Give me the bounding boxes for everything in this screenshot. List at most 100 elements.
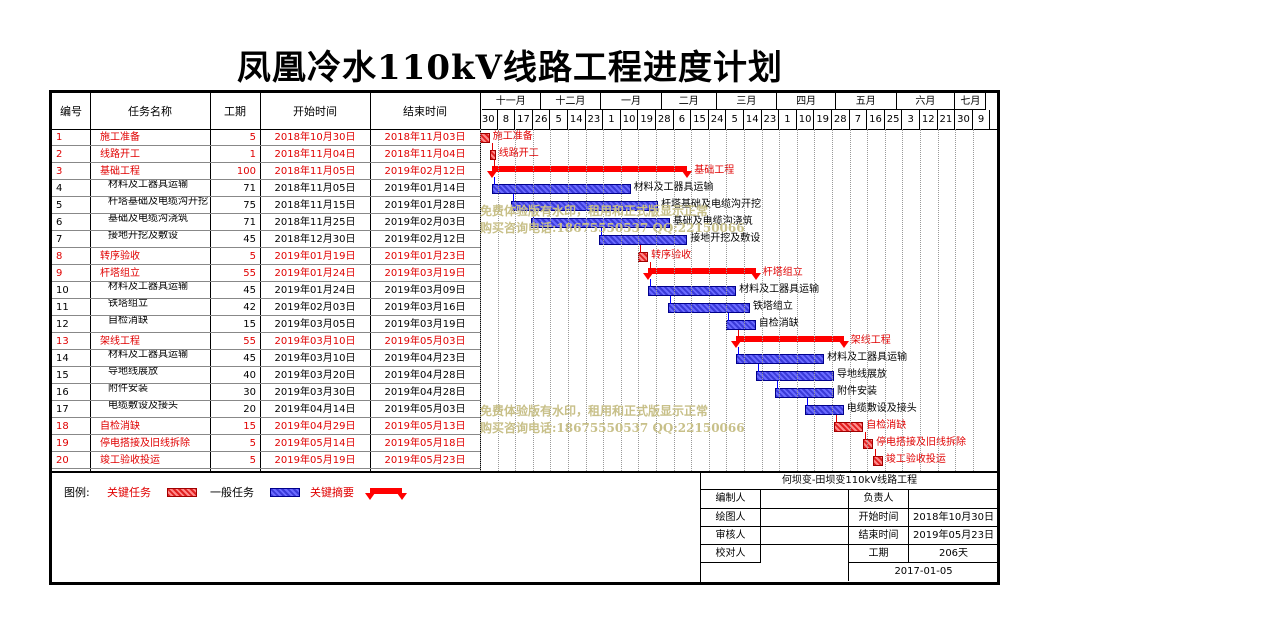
task-duration: 15 — [243, 319, 256, 330]
page-title: 凤凰冷水110kV线路工程进度计划 — [237, 48, 783, 88]
signoff-drafter: 绘图人 — [701, 509, 761, 527]
task-end: 2019年05月18日 — [384, 438, 466, 449]
dependency-link — [513, 194, 515, 202]
task-end: 2019年02月12日 — [384, 234, 466, 245]
gantt-bar-normal — [599, 235, 688, 245]
timeline-month: 五月 — [835, 93, 897, 110]
task-name: 材料及工器具运输 — [108, 282, 188, 292]
legend: 图例: 关键任务 一般任务 关键摘要 — [52, 471, 997, 582]
task-end: 2019年03月19日 — [384, 319, 466, 330]
task-id: 19 — [56, 438, 69, 449]
timeline-month: 三月 — [716, 93, 778, 110]
timeline-day: 3 — [902, 110, 920, 129]
task-end: 2019年05月03日 — [384, 336, 466, 347]
timeline-month: 十二月 — [540, 93, 602, 110]
gantt-bar-label: 电缆敷设及接头 — [846, 403, 917, 414]
task-name: 附件安装 — [108, 384, 148, 394]
task-end: 2019年05月23日 — [384, 455, 466, 466]
task-name: 自检消缺 — [100, 421, 140, 432]
task-id: 1 — [56, 132, 63, 143]
task-name: 接地开挖及敷设 — [108, 231, 178, 241]
task-start: 2019年02月03日 — [274, 302, 356, 313]
dependency-link — [875, 449, 877, 457]
task-name: 自检消缺 — [108, 316, 148, 326]
legend-normal-label: 一般任务 — [210, 486, 254, 499]
dependency-link — [493, 160, 495, 168]
gantt-bar-label: 自检消缺 — [758, 318, 799, 329]
dependency-link — [493, 177, 495, 185]
signoff-start-label: 开始时间 — [849, 509, 909, 527]
gantt-bar-label: 竣工验收投运 — [885, 454, 946, 465]
gantt-bar-label: 材料及工器具运输 — [739, 284, 820, 295]
gantt-bar-crit — [873, 456, 883, 466]
task-end: 2019年02月12日 — [384, 166, 466, 177]
task-start: 2019年01月24日 — [274, 285, 356, 296]
timeline-day: 16 — [867, 110, 885, 129]
task-start: 2018年11月05日 — [274, 183, 356, 194]
task-id: 16 — [56, 387, 69, 398]
dependency-link — [669, 296, 671, 304]
gantt-bar-crit — [638, 252, 649, 262]
timeline-month: 六月 — [896, 93, 956, 110]
signoff-start-value: 2018年10月30日 — [909, 509, 998, 527]
task-duration: 100 — [236, 166, 256, 177]
signoff-compiler: 编制人 — [701, 490, 761, 509]
timeline-day: 24 — [709, 110, 727, 129]
task-id: 13 — [56, 336, 69, 347]
timeline-day: 5 — [726, 110, 744, 129]
gantt-bar-normal — [667, 303, 750, 313]
gantt-bar-sum — [643, 268, 761, 280]
task-name: 铁塔组立 — [108, 299, 148, 309]
task-start: 2019年03月10日 — [274, 353, 356, 364]
task-name: 基础及电缆沟浇筑 — [108, 214, 188, 224]
task-end: 2019年03月09日 — [384, 285, 466, 296]
legend-sum-swatch — [365, 488, 407, 500]
col-header-duration: 工期 — [224, 105, 246, 118]
timeline-day: 30 — [480, 110, 498, 129]
gantt-frame: 编号 任务名称 工期 开始时间 结束时间 1 施工准备 5 2018年10月30日 20… — [49, 90, 1000, 585]
task-end: 2018年11月03日 — [384, 132, 466, 143]
task-id: 5 — [56, 200, 63, 211]
dependency-link — [806, 398, 808, 406]
task-id: 2 — [56, 149, 63, 160]
timeline-day: 5 — [550, 110, 568, 129]
task-name: 材料及工器具运输 — [108, 350, 188, 360]
col-header-start: 开始时间 — [293, 105, 337, 118]
signoff-duration-label: 工期 — [849, 545, 909, 563]
task-duration: 42 — [243, 302, 256, 313]
gantt-bar-crit — [489, 150, 496, 160]
gantt-bar-normal — [726, 320, 756, 330]
task-id: 6 — [56, 217, 63, 228]
task-start: 2019年04月14日 — [274, 404, 356, 415]
gantt-bar-label: 自检消缺 — [866, 420, 907, 431]
task-end: 2019年01月23日 — [384, 251, 466, 262]
dependency-link — [601, 228, 603, 236]
legend-sum-label: 关键摘要 — [310, 486, 354, 499]
gantt-bar-crit — [833, 422, 864, 432]
gantt-bar-label: 杆塔基础及电缆沟开挖 — [660, 199, 761, 210]
task-name: 架线工程 — [100, 336, 140, 347]
gantt-bar-normal — [755, 371, 834, 381]
task-name: 停电搭接及旧线拆除 — [100, 438, 190, 449]
task-duration: 40 — [243, 370, 256, 381]
task-end: 2019年03月19日 — [384, 268, 466, 279]
timeline-day: 8 — [498, 110, 516, 129]
dependency-link — [865, 432, 867, 440]
gantt-bar-label: 线路开工 — [498, 148, 539, 159]
timeline-month: 七月 — [955, 93, 987, 110]
timeline-day: 10 — [797, 110, 815, 129]
task-duration: 71 — [243, 183, 256, 194]
signoff-end-value: 2019年05月23日 — [909, 527, 998, 545]
watermark-line2: 购买咨询电话:18675550537 QQ:22150066 — [480, 421, 745, 435]
task-duration: 5 — [249, 251, 256, 262]
task-start: 2019年03月30日 — [274, 387, 356, 398]
task-start: 2019年05月19日 — [274, 455, 356, 466]
task-end: 2019年04月28日 — [384, 387, 466, 398]
signoff-owner: 负责人 — [849, 490, 909, 509]
task-id: 8 — [56, 251, 63, 262]
task-end: 2019年04月23日 — [384, 353, 466, 364]
dependency-link — [728, 313, 730, 321]
gantt-chart: 十一月 十二月 一月 二月 三月 四月 五月 六月 七月 30 8 17 26 5 14 23 1 10 19 28… — [480, 93, 997, 471]
watermark-line2: 购买咨询电话:18675550537 QQ:22150066 — [480, 221, 745, 235]
task-duration: 55 — [243, 268, 256, 279]
